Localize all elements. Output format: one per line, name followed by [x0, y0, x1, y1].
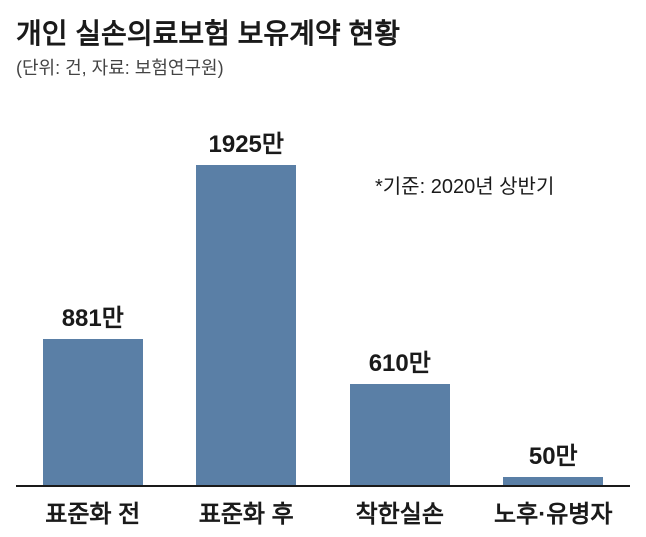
chart-title: 개인 실손의료보험 보유계약 현황: [16, 12, 400, 52]
chart-plot-area: 881만 1925만 610만 50만: [16, 107, 630, 487]
x-axis-label: 착한실손: [323, 494, 477, 529]
bar-group: 50만: [477, 436, 631, 485]
bar-rect: [350, 384, 450, 485]
bar-value-label: 881만: [62, 298, 124, 333]
bar-value-label: 610만: [369, 343, 431, 378]
bar-rect: [503, 477, 603, 485]
x-axis-label: 표준화 전: [16, 494, 170, 529]
x-axis-label: 노후·유병자: [477, 494, 631, 529]
bar-rect: [196, 165, 296, 485]
bar-value-label: 50만: [529, 436, 578, 471]
x-axis-labels: 표준화 전 표준화 후 착한실손 노후·유병자: [16, 494, 630, 529]
bar-value-label: 1925만: [209, 124, 284, 159]
x-axis-label: 표준화 후: [170, 494, 324, 529]
bar-group: 1925만: [170, 124, 324, 485]
chart-subtitle: (단위: 건, 자료: 보험연구원): [16, 54, 224, 80]
bar-rect: [43, 339, 143, 485]
bar-group: 881만: [16, 298, 170, 485]
bar-group: 610만: [323, 343, 477, 485]
